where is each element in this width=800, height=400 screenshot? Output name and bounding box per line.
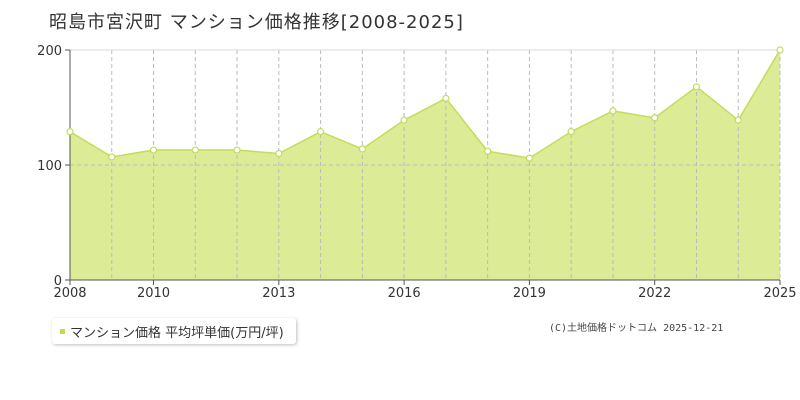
data-point	[66, 128, 74, 136]
data-point	[567, 128, 575, 136]
data-point	[525, 154, 534, 162]
point-layer	[66, 46, 784, 162]
data-point	[776, 46, 784, 54]
data-point	[233, 146, 241, 154]
x-tick-label: 2013	[262, 286, 295, 301]
y-tick-label: 0	[54, 274, 62, 289]
x-tick-label: 2008	[53, 286, 86, 301]
x-tick-label: 2019	[513, 286, 546, 301]
legend-marker	[60, 328, 65, 334]
data-point	[734, 116, 742, 124]
grid-layer	[70, 49, 781, 280]
data-point	[316, 128, 325, 136]
x-tick-label: 2025	[763, 286, 796, 301]
chart-title: 昭島市宮沢町 マンション価格推移[2008-2025]	[49, 12, 464, 33]
series-line	[69, 49, 781, 159]
data-point	[275, 149, 283, 158]
y-tick-label: 100	[37, 159, 62, 174]
legend-label: マンション価格 平均坪単価(万円/坪)	[70, 325, 284, 341]
data-point	[442, 94, 450, 102]
data-point	[191, 146, 199, 154]
x-tick-label: 2022	[638, 286, 671, 301]
data-point	[108, 153, 116, 161]
data-point	[484, 147, 492, 155]
x-tick-label: 2010	[137, 286, 170, 301]
y-tick-label: 200	[37, 44, 62, 59]
legend: マンション価格 平均坪単価(万円/坪)	[52, 318, 296, 344]
series-area	[70, 50, 780, 280]
area-layer	[69, 49, 781, 280]
data-point	[609, 107, 617, 115]
axis-layer	[65, 49, 781, 285]
label-layer: 0 100 200 2008 2010 2013 2016 2019 2022 2025	[37, 44, 796, 301]
data-point	[400, 116, 408, 124]
data-point	[149, 146, 158, 154]
data-point	[358, 145, 366, 153]
copyright-text: (C)土地価格ドットコム 2025-12-21	[549, 323, 724, 334]
x-tick-label: 2016	[388, 286, 421, 301]
data-point	[692, 83, 701, 91]
data-point	[651, 114, 659, 122]
